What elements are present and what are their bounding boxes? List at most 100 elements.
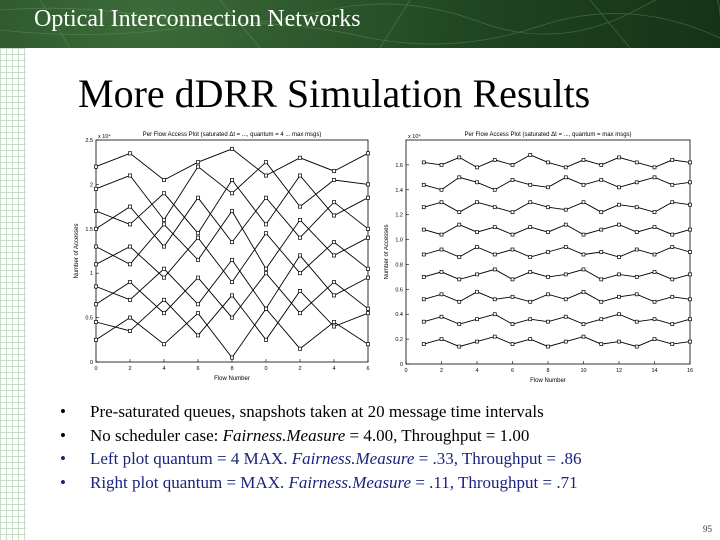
bullet-list: • Pre-saturated queues, snapshots taken a… xyxy=(52,400,712,494)
data-point xyxy=(196,302,200,307)
data-point xyxy=(230,257,234,262)
data-point xyxy=(457,344,462,349)
data-point xyxy=(439,314,444,319)
data-point xyxy=(366,235,370,240)
data-point xyxy=(510,232,515,237)
data-point xyxy=(492,252,497,257)
bullet-dot: • xyxy=(60,472,66,492)
bullet-text: = .11, Throughput = .71 xyxy=(411,472,578,492)
series-line xyxy=(423,313,691,325)
data-point xyxy=(634,160,639,165)
x-axis-label: Flow Number xyxy=(530,378,566,384)
data-point xyxy=(128,262,132,267)
data-point xyxy=(688,202,692,207)
series-line xyxy=(423,154,691,168)
data-point xyxy=(652,252,657,257)
data-point xyxy=(332,178,336,182)
data-point xyxy=(421,227,426,232)
data-point xyxy=(264,266,268,271)
data-point xyxy=(563,207,568,212)
x-tick-label: 10 xyxy=(580,368,586,374)
data-point xyxy=(457,222,462,227)
bullet-text: Pre-saturated queues, snapshots taken at… xyxy=(90,402,544,421)
data-point xyxy=(617,185,621,190)
data-point xyxy=(670,200,675,205)
data-point xyxy=(457,255,462,259)
data-point xyxy=(264,222,268,227)
data-point xyxy=(528,200,533,205)
x-tick-label: 8 xyxy=(546,368,549,374)
x-tick-label: 2 xyxy=(298,366,301,372)
data-point xyxy=(94,337,98,342)
data-point xyxy=(634,180,639,185)
data-point xyxy=(298,155,302,160)
x-tick-label: 2 xyxy=(128,366,131,372)
x-tick-label: 12 xyxy=(616,368,622,374)
data-point xyxy=(439,163,444,167)
data-point xyxy=(492,225,497,229)
data-point xyxy=(652,165,657,170)
data-point xyxy=(599,210,604,215)
data-point xyxy=(196,160,200,165)
y-tick-label: 1.6 xyxy=(395,163,403,169)
data-point xyxy=(264,173,268,178)
data-point xyxy=(366,195,370,200)
data-point xyxy=(510,322,515,327)
data-point xyxy=(230,355,234,360)
data-point xyxy=(196,257,200,262)
data-point xyxy=(421,182,426,187)
data-point xyxy=(332,200,336,205)
y-tick-label: 0.4 xyxy=(395,312,403,318)
data-point xyxy=(510,163,515,167)
data-point xyxy=(439,292,444,297)
data-point xyxy=(670,322,675,327)
data-point xyxy=(128,244,132,249)
data-point xyxy=(264,337,268,342)
data-point xyxy=(510,247,515,252)
y-tick-label: 0 xyxy=(90,360,93,366)
data-point xyxy=(634,230,639,234)
data-point xyxy=(563,272,568,277)
series-line xyxy=(423,201,691,213)
data-point xyxy=(510,342,515,346)
data-point xyxy=(634,275,639,279)
data-point xyxy=(599,227,604,232)
data-point xyxy=(581,334,586,339)
data-point xyxy=(546,292,550,297)
data-point xyxy=(546,319,550,324)
y-tick-label: 0.8 xyxy=(395,262,403,268)
data-point xyxy=(528,255,533,259)
data-point xyxy=(563,339,568,344)
data-point xyxy=(670,232,675,237)
data-point xyxy=(128,222,132,227)
chart-title: Per Flow Access Plot (saturated Δt = ...… xyxy=(143,132,322,138)
data-point xyxy=(457,175,462,180)
data-point xyxy=(546,275,550,279)
data-point xyxy=(421,297,426,302)
data-point xyxy=(298,289,302,293)
data-point xyxy=(298,346,302,351)
data-point xyxy=(196,195,200,200)
bullet-text: Left plot quantum = 4 MAX. xyxy=(90,449,292,468)
data-point xyxy=(230,293,234,298)
data-point xyxy=(457,299,462,304)
data-point xyxy=(439,270,444,274)
data-point xyxy=(196,275,200,280)
data-point xyxy=(475,180,479,185)
data-point xyxy=(546,230,550,234)
header-title: Optical Interconnection Networks xyxy=(34,6,361,32)
data-point xyxy=(264,231,268,236)
x-tick-label: 0 xyxy=(94,366,97,372)
data-point xyxy=(332,320,336,324)
data-point xyxy=(581,232,586,237)
bullet-item: • Pre-saturated queues, snapshots taken a… xyxy=(52,400,712,424)
data-point xyxy=(94,244,98,249)
data-point xyxy=(688,339,692,344)
bullet-item: • No scheduler case: Fairness.Measure = 4… xyxy=(52,424,712,448)
y-tick-label: 2.5 xyxy=(85,138,93,144)
bullet-text: = 4.00, Throughput = 1.00 xyxy=(345,425,530,445)
x-tick-label: 16 xyxy=(687,368,693,374)
bullet-dot: • xyxy=(60,402,66,421)
y-axis-label: Number of Accesses xyxy=(384,224,390,279)
header-banner: Optical Interconnection Networks xyxy=(0,0,720,48)
